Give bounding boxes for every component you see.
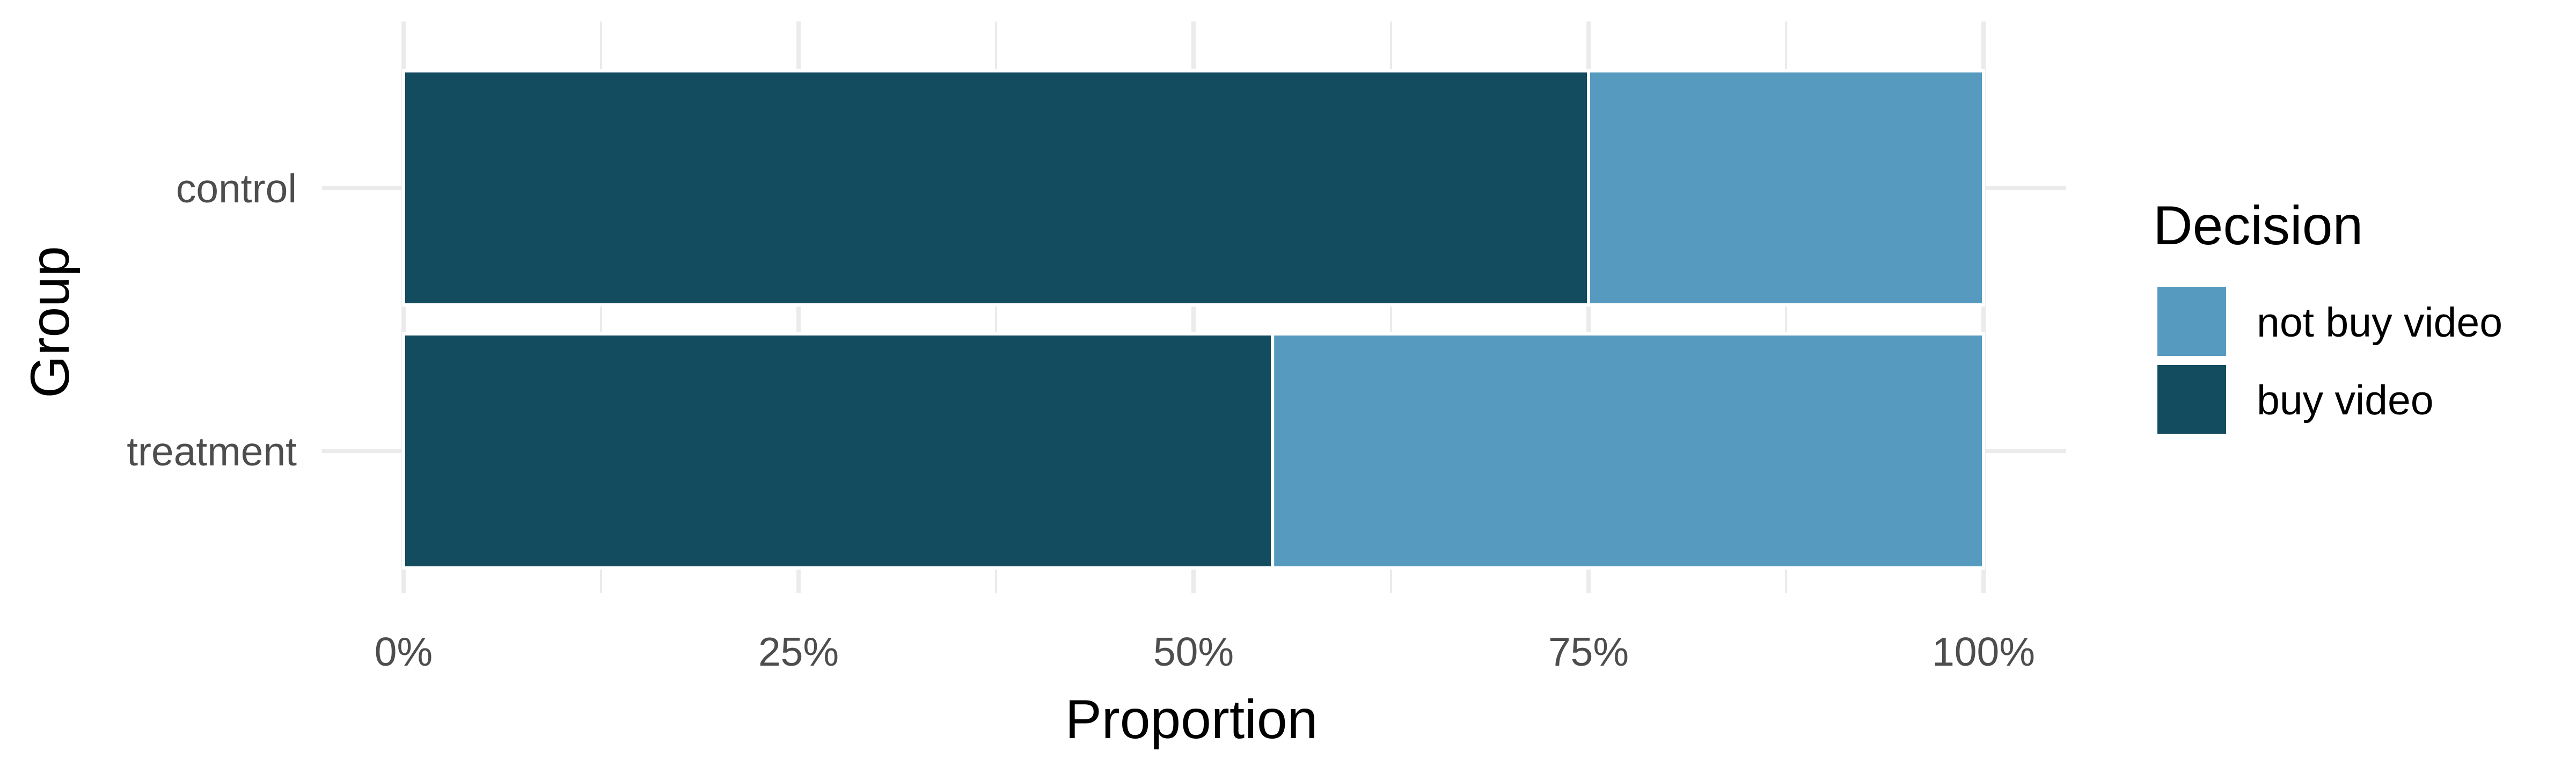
- x-tick-label: 0%: [375, 629, 433, 674]
- x-tick-label: 25%: [758, 629, 839, 674]
- legend-swatch: [2157, 365, 2226, 434]
- legend-title: Decision: [2153, 195, 2363, 256]
- y-tick-label: treatment: [127, 429, 297, 474]
- bar-segment-control-buy-video: [402, 69, 1590, 307]
- legend-label: buy video: [2257, 377, 2434, 424]
- y-axis-ticks: control treatment: [127, 166, 297, 474]
- bar-segment-treatment-not-buy-video: [1271, 332, 1985, 570]
- legend: Decision not buy video buy video: [2153, 195, 2502, 434]
- bars: [402, 69, 1985, 570]
- bar-segment-control-not-buy-video: [1587, 69, 1985, 307]
- legend-swatch: [2157, 287, 2226, 356]
- x-tick-label: 100%: [1932, 629, 2035, 674]
- y-axis-title: Group: [19, 246, 80, 398]
- y-tick-label: control: [176, 166, 297, 211]
- x-tick-label: 75%: [1548, 629, 1629, 674]
- x-axis-title: Proportion: [1065, 689, 1318, 750]
- legend-label: not buy video: [2257, 300, 2502, 346]
- x-tick-label: 50%: [1153, 629, 1234, 674]
- bar-segment-treatment-buy-video: [402, 332, 1275, 570]
- x-axis-ticks: 0% 25% 50% 75% 100%: [375, 629, 2035, 674]
